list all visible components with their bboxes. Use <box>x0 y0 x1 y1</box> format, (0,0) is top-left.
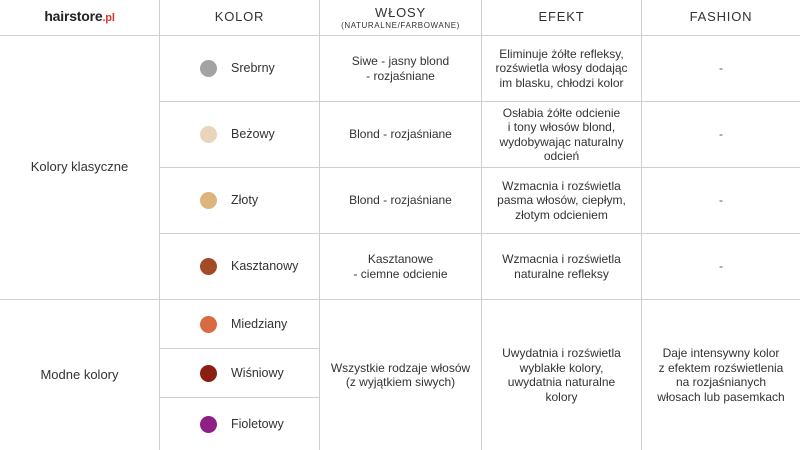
color-swatch <box>200 126 217 143</box>
hair-cell: Kasztanowe - ciemne odcienie <box>320 234 481 299</box>
effect-text-line: złotym odcieniem <box>515 207 608 222</box>
hair-cell: Blond - rozjaśniane <box>320 102 481 167</box>
hair-text-line: Kasztanowe <box>367 252 434 266</box>
hair-text-line: (z wyjątkiem siwych) <box>345 375 456 389</box>
header-wlosy-label: WŁOSY <box>375 4 426 20</box>
color-cell: Wiśniowy <box>160 349 319 397</box>
group-label-classic: Kolory klasyczne <box>30 159 129 175</box>
color-swatch <box>200 192 217 209</box>
effect-text-line: wyblakłe kolory, <box>519 360 604 375</box>
effect-text-line: rozświetla włosy dodając <box>495 61 628 76</box>
color-cell: Kasztanowy <box>160 234 319 299</box>
effect-text-line: pasma włosów, ciepłym, <box>497 193 626 208</box>
effect-text-line: im blasku, chłodzi kolor <box>499 75 624 90</box>
color-name: Złoty <box>231 193 259 208</box>
color-swatch <box>200 315 217 333</box>
hair-text-line: Blond - rozjaśniane <box>349 193 452 208</box>
effect-text-line: kolory <box>545 389 578 404</box>
hair-cell: Siwe - jasny blond - rozjaśniane <box>320 36 481 101</box>
fashion-cell: - <box>719 193 723 208</box>
row-divider <box>159 101 800 102</box>
header-wlosy: WŁOSY (NATURALNE/FARBOWANE) <box>320 0 481 35</box>
hair-text-line: Blond - rozjaśniane <box>349 127 452 142</box>
brand-logo: hairstore.pl <box>0 0 159 35</box>
color-swatch <box>200 415 217 433</box>
brand-name: hairstore <box>44 8 103 25</box>
hair-text-line: Siwe - jasny blond <box>351 54 450 68</box>
effect-cell: Wzmacnia i rozświetla naturalne refleksy <box>482 234 641 299</box>
group-label-fashion: Modne kolory <box>40 366 119 382</box>
color-name: Kasztanowy <box>231 259 299 274</box>
fashion-cell: - <box>719 259 723 274</box>
effect-cell: Eliminuje żółte refleksy, rozświetla włos… <box>482 36 641 101</box>
fashion-text-line: włosach lub pasemkach <box>657 389 785 404</box>
row-divider <box>0 35 800 36</box>
color-swatch <box>200 258 217 275</box>
color-cell: Złoty <box>160 168 319 233</box>
effect-text-line: wydobywając naturalny <box>499 134 624 149</box>
column-divider <box>481 0 482 450</box>
header-wlosy-sublabel: (NATURALNE/FARBOWANE) <box>341 20 460 30</box>
fashion-hair-cell: Wszystkie rodzaje włosów (z wyjątkiem si… <box>320 300 481 450</box>
color-swatch <box>200 364 217 382</box>
color-name: Srebrny <box>231 61 275 76</box>
fashion-cell: - <box>719 61 723 76</box>
color-name: Beżowy <box>231 127 275 142</box>
header-efekt: EFEKT <box>538 9 585 25</box>
effect-text-line: uwydatnia naturalne <box>507 375 616 389</box>
effect-text-line: odcień <box>543 149 580 163</box>
hair-text-line: - ciemne odcienie <box>353 266 448 281</box>
column-divider <box>319 0 320 450</box>
effect-text-line: Uwydatnia i rozświetla <box>502 346 621 360</box>
row-divider <box>159 397 320 398</box>
effect-cell: Osłabia żółte odcienie i tony włosów blon… <box>482 102 641 167</box>
fashion-text-line: na rozjaśnianych <box>675 375 767 389</box>
column-divider <box>641 0 642 450</box>
brand-tld: .pl <box>102 12 115 25</box>
color-name: Fioletowy <box>231 416 284 431</box>
fashion-cell: - <box>719 127 723 142</box>
hair-cell: Blond - rozjaśniane <box>320 168 481 233</box>
effect-text-line: i tony włosów blond, <box>507 120 616 134</box>
column-divider <box>159 0 160 450</box>
fashion-text-line: Daje intensywny kolor <box>662 346 780 360</box>
effect-cell: Wzmacnia i rozświetla pasma włosów, ciepł… <box>482 168 641 233</box>
row-divider <box>159 233 800 234</box>
color-cell: Beżowy <box>160 102 319 167</box>
effect-text-line: Wzmacnia i rozświetla <box>502 178 621 193</box>
row-divider <box>159 167 800 168</box>
effect-text-line: naturalne refleksy <box>514 266 609 281</box>
color-cell: Miedziany <box>160 300 319 348</box>
row-divider <box>0 299 800 300</box>
color-swatch <box>200 60 217 77</box>
color-cell: Fioletowy <box>160 398 319 450</box>
effect-text-line: Wzmacnia i rozświetla <box>502 252 621 266</box>
hair-text-line: Wszystkie rodzaje włosów <box>330 360 471 375</box>
effect-text-line: Eliminuje żółte refleksy, <box>499 46 624 61</box>
effect-text-line: Osłabia żółte odcienie <box>502 105 621 120</box>
row-divider <box>159 348 320 349</box>
fashion-fashion-cell: Daje intensywny kolor z efektem rozświet… <box>642 300 800 450</box>
fashion-text-line: z efektem rozświetlenia <box>658 360 784 375</box>
color-name: Wiśniowy <box>231 365 284 380</box>
hair-text-line: - rozjaśniane <box>366 68 435 83</box>
color-cell: Srebrny <box>160 36 319 101</box>
color-name: Miedziany <box>231 316 288 331</box>
header-fashion: FASHION <box>689 9 753 25</box>
fashion-effect-cell: Uwydatnia i rozświetla wyblakłe kolory, … <box>482 300 641 450</box>
header-kolor: KOLOR <box>214 9 265 25</box>
